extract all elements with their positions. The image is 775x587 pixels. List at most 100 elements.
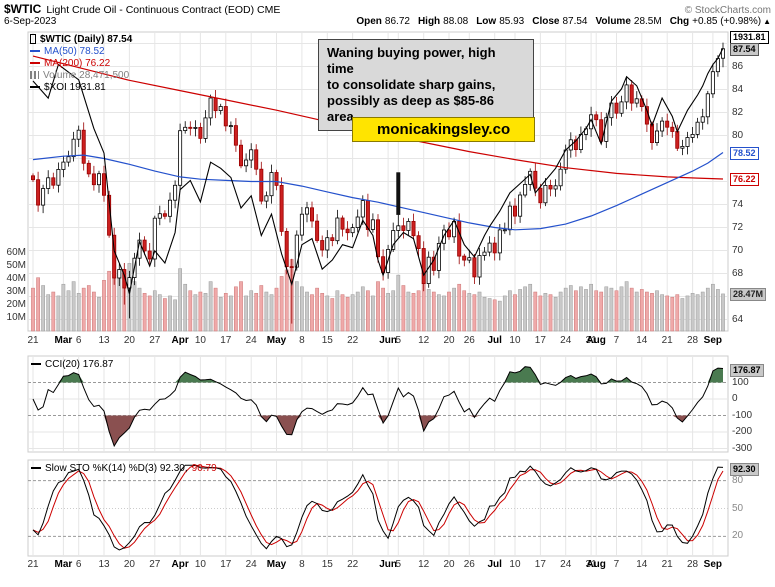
x-axis-tick-label: 6 [75,335,82,346]
x-axis-tick-label: 20 [443,335,455,346]
x-axis-tick-label: 5 [395,559,402,570]
candlestick-icon [30,34,36,44]
ma200-value-box: 76.22 [730,172,759,186]
x-axis-tick-label: May [266,559,287,570]
x-axis-tick-label: 14 [636,335,648,346]
x-axis-tick-label: 10 [509,335,521,346]
cci-line-icon [31,363,41,365]
x-axis-tick-label: 10 [509,559,521,570]
legend-row: Volume 28,471,500 [30,69,132,81]
chg-label: Chg [669,16,690,27]
x-axis-tick-label: Aug [586,335,606,346]
x-axis-tick-label: 31 [585,335,597,346]
chart-header: $WTIC Light Crude Oil - Continuous Contr… [4,2,771,16]
sto-d-value: 90.79 [191,462,217,474]
x-axis-tick-label: Aug [586,559,606,570]
x-axis-tick-label: 17 [220,335,232,346]
x-axis-tick-label: 27 [149,335,161,346]
x-axis-tick-label: 8 [299,335,305,346]
close-value: 87.54 [562,16,588,27]
high-value: 88.08 [443,16,469,27]
x-axis-tick-label: Sep [703,335,723,346]
x-axis-tick-label: Jun [379,335,398,346]
x-axis-tick-label: 13 [98,335,110,346]
price-axis-label: 72 [732,221,744,233]
x-axis-tick-label: 24 [245,335,257,346]
sto-legend-label: Slow STO %K(14) %D(3) 92.30, [45,462,188,474]
x-axis-tick-label: 7 [613,559,620,570]
annotation-line: Waning buying power, high time [327,45,496,76]
cci-axis-label: -100 [732,409,753,421]
x-axis-tick-label: 28 [686,335,699,346]
x-axis-tick-label: Sep [703,559,723,570]
open-value: 86.72 [384,16,410,27]
x-axis-tick-label: 24 [560,335,572,346]
x-axis-tick-label: 31 [585,559,597,570]
x-axis-tick-label: 27 [149,559,161,570]
price-axis-label: 68 [732,267,744,279]
x-axis-tick-label: 6 [75,559,82,570]
sto-axis-label: 80 [732,474,744,486]
legend-row: $WTIC (Daily) 87.54 [30,33,132,45]
x-axis-tick-label: Jul [487,559,502,570]
x-axis-tick-label: 10 [194,335,206,346]
x-axis-tick-label: 20 [123,335,135,346]
x-axis-tick-label: 26 [463,559,475,570]
x-axis-tick-label: 17 [534,335,546,346]
chg-value: +0.85 (+0.98%) [692,16,762,27]
cci-axis-label: -300 [732,442,753,454]
watermark-link[interactable]: monicakingsley.co [352,117,536,142]
price-axis-label: 64 [732,313,744,325]
copyright: © StockCharts.com [684,5,771,16]
x-axis-tick-label: 12 [418,559,430,570]
x-axis-tick-label: 21 [27,335,39,346]
x-axis-tick-label: Mar [54,559,73,570]
x-axis-tick-label: 21 [661,335,673,346]
low-label: Low [476,16,497,27]
annotation-line: to consolidate sharp gains, [327,77,496,92]
cci-axis-label: 0 [732,393,738,404]
x-axis-tick-label: 24 [245,559,257,570]
x-axis-tick-label: May [266,335,287,346]
price-axis-label: 74 [732,198,744,210]
legend-label: $XOI 1931.81 [44,81,106,93]
high-label: High [417,16,441,27]
chart-legend: $WTIC (Daily) 87.54 MA(50) 78.52 MA(200) 7… [30,33,132,93]
x-axis-tick-label: Mar [54,335,73,346]
x-axis-tick-label: 15 [321,559,333,570]
annotation-box: Waning buying power, high time to consol… [318,39,534,131]
x-axis-tick-label: 17 [534,559,546,570]
annotation-line: possibly as deep as $85-86 area. [327,93,494,124]
x-axis-tick-label: 20 [123,559,135,570]
chart-title: Light Crude Oil - Continuous Contract (E… [46,4,281,16]
x-axis-tick-label: Jul [487,335,502,346]
sto-axis-label: 50 [732,502,744,514]
x-axis-tick-label: 7 [613,335,620,346]
legend-row: MA(50) 78.52 [30,45,132,57]
price-value-box: 87.54 [730,42,759,56]
change-up-arrow-icon: ▲ [763,17,771,26]
cci-legend-label: CCI(20) 176.87 [45,358,114,370]
volume-axis-label: 20M [6,299,26,310]
close-label: Close [532,16,560,27]
cci-legend: CCI(20) 176.87 [31,358,113,370]
x-axis-tick-label: 22 [347,335,359,346]
volume-label: Volume [595,16,631,27]
ma50-value-box: 78.52 [730,146,759,160]
quote-row: 6-Sep-2023 Open 86.72 High 88.08 Low 85.… [4,16,771,27]
sto-legend: Slow STO %K(14) %D(3) 92.30, 90.79 [31,462,217,474]
legend-label: MA(50) 78.52 [44,45,105,57]
x-axis-tick-label: 12 [418,335,430,346]
ma50-line-icon [30,50,40,52]
low-value: 85.93 [499,16,525,27]
cci-axis-label: 100 [732,376,749,388]
x-axis-tick-label: 10 [194,559,206,570]
x-axis-tick-label: Apr [171,559,189,570]
volume-axis-label: 10M [6,312,26,323]
x-axis-tick-label: 24 [560,559,572,570]
price-axis-label: 86 [732,60,744,72]
x-axis-tick-label: Apr [171,335,189,346]
price-axis-label: 70 [732,244,744,256]
x-axis-tick-label: 28 [686,559,699,570]
